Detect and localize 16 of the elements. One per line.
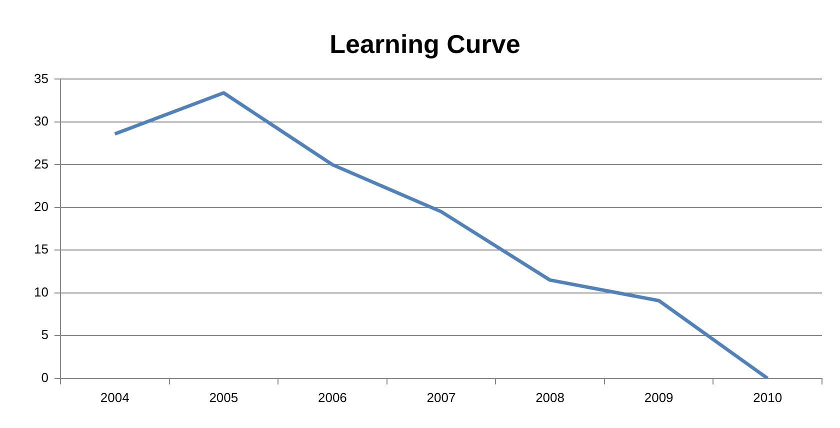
x-tick-label: 2007	[426, 390, 456, 405]
y-tick-label: 10	[34, 284, 48, 300]
y-tick-label: 25	[34, 156, 48, 172]
x-tick-label: 2005	[209, 390, 238, 405]
x-tick-label: 2010	[753, 390, 782, 405]
x-tick-label: 2009	[644, 390, 674, 405]
y-tick-label: 15	[34, 242, 48, 257]
y-tick-label: 5	[41, 327, 48, 342]
x-tick-label: 2008	[536, 390, 564, 405]
x-tick-label: 2004	[100, 390, 130, 405]
y-tick-label: 20	[34, 199, 48, 214]
y-tick-label: 0	[41, 370, 48, 385]
x-tick-label: 2006	[318, 390, 347, 405]
chart-title: Learning Curve	[330, 28, 520, 59]
y-tick-label: 30	[34, 114, 48, 129]
y-tick-label: 35	[34, 70, 48, 86]
